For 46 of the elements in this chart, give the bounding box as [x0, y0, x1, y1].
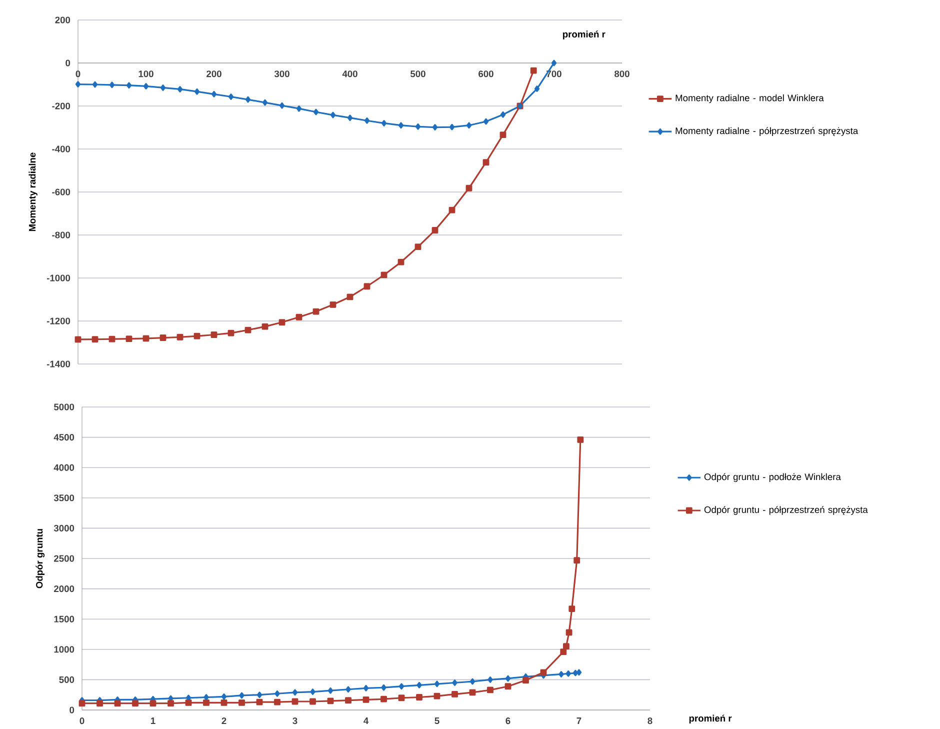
y-tick-label: 2500	[54, 555, 74, 562]
legend-label: Odpór gruntu - podłoże Winklera	[704, 473, 841, 482]
y-tick-label: -600	[52, 188, 70, 196]
x-tick-label: 8	[648, 718, 652, 724]
y-tick-label: 1000	[54, 646, 74, 653]
x-tick-label: 5	[434, 718, 440, 724]
x-tick-label: 400	[342, 70, 358, 78]
y-tick-label: -1400	[46, 360, 70, 368]
y-tick-label: 3000	[54, 524, 74, 532]
x-tick-label: 3	[292, 718, 298, 724]
x-tick-label: 6	[506, 718, 510, 724]
y-tick-label: -400	[52, 146, 70, 152]
x-tick-label: 200	[206, 70, 222, 78]
x-tick-label: 4	[364, 718, 369, 724]
legend-label: Odpór gruntu - półprzestrzeń sprężysta	[704, 506, 868, 515]
x-axis-title: promień r	[562, 30, 606, 40]
x-tick-label: 700	[546, 70, 562, 78]
x-tick-label: 100	[138, 70, 154, 78]
y-tick-label: -1200	[46, 318, 70, 324]
y-axis-title: Odpór gruntu	[36, 529, 45, 588]
y-tick-label: 500	[59, 676, 74, 683]
y-tick-label: 4500	[54, 434, 74, 441]
y-tick-label: 5000	[54, 404, 74, 410]
y-tick-label: -200	[52, 102, 70, 110]
x-tick-label: 500	[410, 70, 426, 78]
y-tick-label: 0	[66, 60, 70, 66]
x-tick-label: 300	[274, 70, 290, 78]
y-tick-label: -800	[52, 232, 70, 238]
y-tick-label: 4000	[54, 464, 74, 471]
x-tick-label: 600	[478, 70, 494, 78]
x-tick-label: 7	[576, 718, 582, 724]
legend-label: Momenty radialne - model Winklera	[676, 94, 824, 104]
x-axis-title: promień r	[689, 714, 732, 724]
y-axis-title: Momenty radialne	[28, 152, 38, 232]
y-tick-label: 3500	[54, 494, 74, 502]
x-tick-label: 0	[80, 718, 84, 724]
y-tick-label: 200	[55, 16, 70, 24]
y-tick-label: 2000	[54, 585, 74, 592]
y-tick-label: 1500	[54, 616, 74, 622]
x-tick-label: 1	[150, 718, 156, 724]
y-tick-label: -1000	[46, 274, 70, 282]
x-tick-label: 0	[76, 70, 80, 78]
x-tick-label: 2	[222, 718, 226, 724]
legend-label: Momenty radialne - półprzestrzeń sprężysta	[676, 127, 858, 136]
x-tick-label: 800	[614, 70, 630, 78]
y-tick-label: 0	[70, 706, 74, 714]
